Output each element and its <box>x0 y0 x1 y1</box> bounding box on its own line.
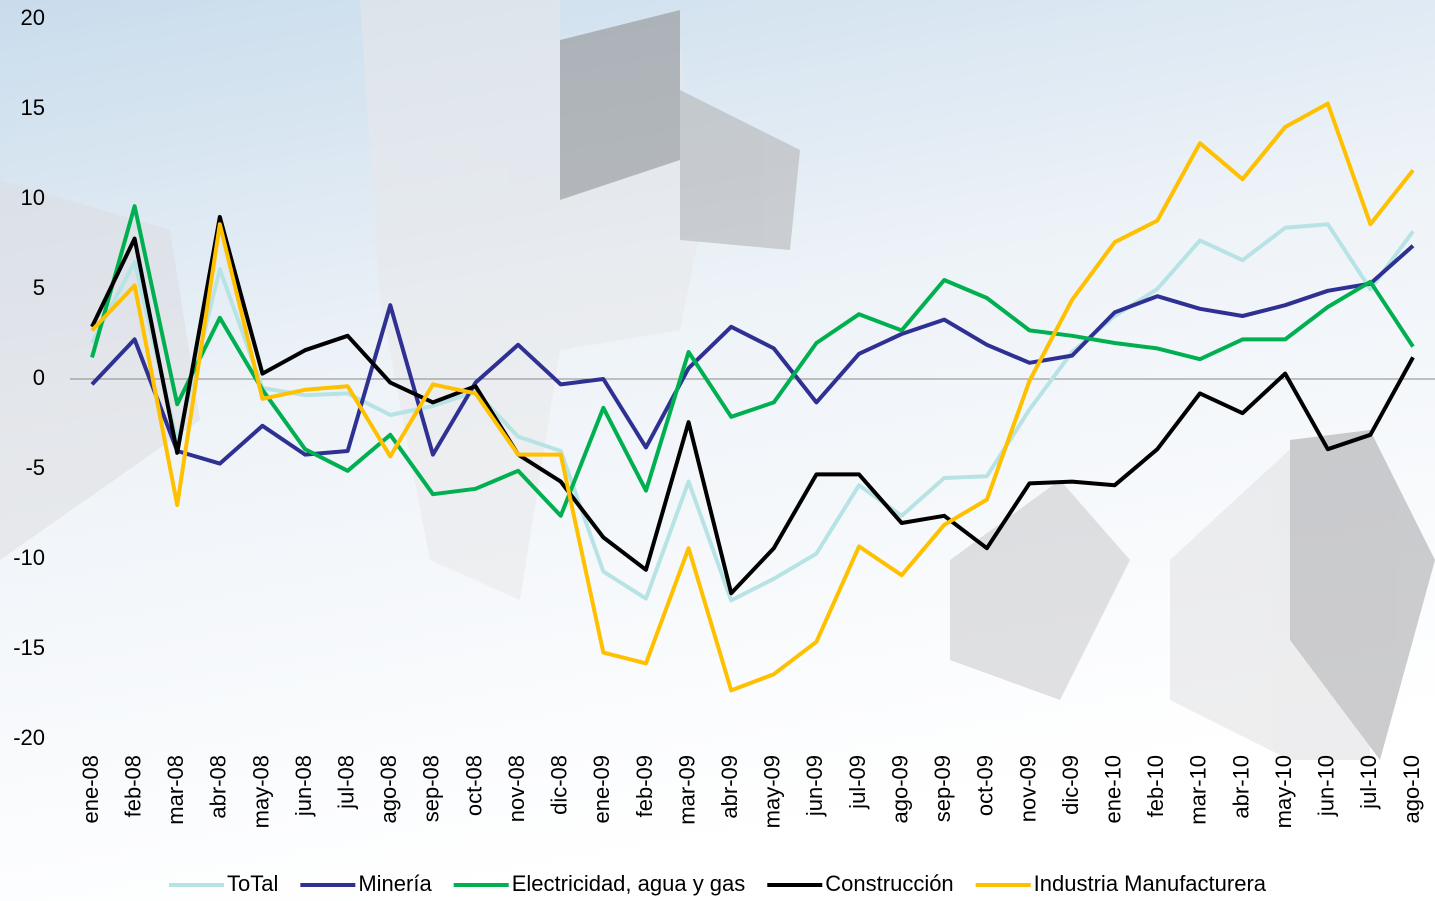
grid: -20 -15 -10 -5 0 5 10 15 20 ene-08 feb-08 mar-08 abr… <box>13 5 1435 828</box>
x-tick-label: ene-08 <box>78 755 103 824</box>
x-tick-label: sep-08 <box>419 755 444 822</box>
y-tick-label: 15 <box>21 95 45 120</box>
legend-item: Industria Manufacturera <box>975 871 1267 896</box>
plot <box>90 101 1415 693</box>
legend: ToTal Minería Electricidad, agua y gas Cons… <box>168 871 1267 896</box>
y-tick-label: 10 <box>21 185 45 210</box>
x-tick-label: mar-08 <box>163 755 188 825</box>
x-tick-label: jun-08 <box>291 755 316 817</box>
x-tick-label: ene-10 <box>1101 755 1126 824</box>
x-tick-label: jul-08 <box>333 755 358 810</box>
x-tick-label: may-09 <box>760 755 785 828</box>
x-tick-label: sep-09 <box>930 755 955 822</box>
x-tick-label: nov-09 <box>1015 755 1040 822</box>
x-tick-label: nov-08 <box>504 755 529 822</box>
y-tick-label: 5 <box>33 275 45 300</box>
y-tick-label: -10 <box>13 545 45 570</box>
series-line <box>90 215 1415 596</box>
legend-label: ToTal <box>227 871 278 896</box>
legend-label: Electricidad, agua y gas <box>512 871 746 896</box>
x-tick-label: feb-08 <box>120 755 145 817</box>
y-tick-label: -5 <box>25 455 45 480</box>
x-tick-label: oct-09 <box>973 755 998 816</box>
x-tick-label: abr-08 <box>206 755 231 819</box>
y-tick-label: 20 <box>21 5 45 30</box>
decoration <box>0 0 1435 760</box>
series-line <box>90 101 1415 693</box>
x-tick-label: dic-08 <box>547 755 572 815</box>
x-tick-label: may-10 <box>1271 755 1296 828</box>
x-tick-label: may-08 <box>248 755 273 828</box>
x-tick-label: feb-09 <box>632 755 657 817</box>
x-tick-label: dic-09 <box>1058 755 1083 815</box>
y-tick-label: -20 <box>13 725 45 750</box>
x-tick-label: abr-10 <box>1228 755 1253 819</box>
x-tick-label: ago-08 <box>376 755 401 824</box>
legend-label: Minería <box>358 871 432 896</box>
legend-label: Industria Manufacturera <box>1034 871 1267 896</box>
x-tick-label: ago-09 <box>887 755 912 824</box>
x-tick-label: mar-09 <box>674 755 699 825</box>
series-line <box>90 204 1415 518</box>
x-tick-label: jun-09 <box>802 755 827 817</box>
x-tick-label: jul-10 <box>1356 755 1381 810</box>
legend-item: Minería <box>300 871 432 896</box>
x-tick-label: jun-10 <box>1314 755 1339 817</box>
x-tick-label: jul-09 <box>845 755 870 810</box>
legend-item: Construcción <box>767 871 954 896</box>
legend-label: Construcción <box>825 871 953 896</box>
y-tick-label: 0 <box>33 365 45 390</box>
x-tick-label: feb-10 <box>1143 755 1168 817</box>
x-tick-label: ene-09 <box>589 755 614 824</box>
x-tick-label: mar-10 <box>1186 755 1211 825</box>
x-tick-label: ago-10 <box>1399 755 1424 824</box>
x-tick-label: abr-09 <box>717 755 742 819</box>
legend-item: ToTal <box>168 871 278 896</box>
x-tick-label: oct-08 <box>461 755 486 816</box>
legend-item: Electricidad, agua y gas <box>453 871 746 896</box>
y-tick-label: -15 <box>13 635 45 660</box>
series-line <box>90 222 1415 603</box>
